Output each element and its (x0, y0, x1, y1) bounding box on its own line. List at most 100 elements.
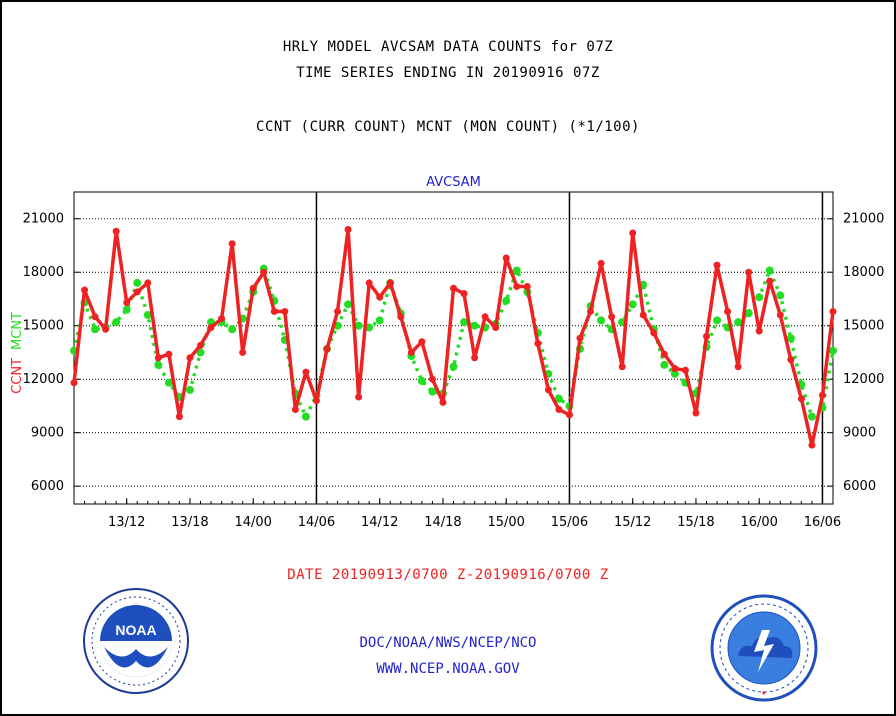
x-tick-label: 14/12 (361, 515, 398, 530)
series-line-ccnt (72, 227, 835, 447)
data-point-mcnt (776, 291, 785, 300)
data-point-ccnt (629, 229, 637, 237)
data-point-ccnt (692, 409, 700, 417)
data-point-ccnt (776, 311, 784, 319)
series-layer (70, 225, 837, 449)
data-point-mcnt (122, 305, 131, 314)
data-point-mcnt (660, 360, 669, 369)
data-point-mcnt (786, 334, 795, 343)
data-point-mcnt (554, 394, 563, 403)
data-point-mcnt (196, 348, 205, 357)
data-point-mcnt (91, 325, 100, 334)
data-point-ccnt (91, 313, 99, 321)
y-tick-label-right: 12000 (843, 372, 884, 387)
y-axis-label-mcnt: MCNT (10, 312, 25, 350)
data-point-ccnt (460, 290, 468, 298)
chart-title-line2: TIME SERIES ENDING IN 20190916 07Z (296, 65, 600, 81)
data-point-mcnt (164, 378, 173, 387)
data-point-ccnt (102, 325, 110, 333)
data-point-ccnt (386, 279, 394, 287)
data-point-ccnt (481, 313, 489, 321)
grid-layer (74, 218, 833, 487)
data-point-ccnt (439, 398, 447, 406)
x-tick-label: 15/06 (551, 515, 588, 530)
x-tick-label: 15/00 (487, 515, 524, 530)
data-point-ccnt (312, 397, 320, 405)
y-tick-label-right: 9000 (843, 426, 876, 441)
data-point-ccnt (123, 299, 131, 307)
data-point-ccnt (502, 254, 510, 262)
plot-area (73, 191, 834, 505)
data-point-ccnt (471, 354, 479, 362)
data-point-ccnt (713, 261, 721, 269)
data-point-ccnt (291, 406, 299, 414)
data-point-mcnt (449, 362, 458, 371)
data-point-ccnt (144, 279, 152, 287)
noaa-logo-icon: NOAA (83, 588, 189, 694)
x-tick-label: 16/00 (740, 515, 777, 530)
y-tick-label-right: 18000 (843, 265, 884, 280)
data-point-mcnt (301, 412, 310, 421)
data-point-ccnt (175, 413, 183, 421)
data-point-ccnt (734, 363, 742, 371)
data-point-mcnt (744, 309, 753, 318)
data-point-ccnt (755, 327, 763, 335)
data-point-ccnt (724, 307, 732, 315)
data-point-ccnt (407, 348, 415, 356)
data-point-ccnt (660, 350, 668, 358)
data-point-mcnt (512, 266, 521, 275)
website-link[interactable]: WWW.NCEP.NOAA.GOV (376, 661, 520, 677)
data-point-ccnt (829, 307, 837, 315)
data-point-mcnt (460, 318, 469, 327)
data-point-mcnt (375, 316, 384, 325)
x-tick-label: 13/12 (108, 515, 145, 530)
data-point-mcnt (365, 323, 374, 332)
data-point-ccnt (565, 411, 573, 419)
data-point-ccnt (797, 395, 805, 403)
data-point-mcnt (755, 293, 764, 302)
data-point-mcnt (829, 346, 837, 355)
y-tick-label-left: 6000 (31, 479, 64, 494)
y-tick-label-left: 9000 (31, 426, 64, 441)
data-point-ccnt (270, 307, 278, 315)
data-point-mcnt (670, 369, 679, 378)
data-point-mcnt (185, 385, 194, 394)
data-point-ccnt (344, 225, 352, 233)
x-tick-label: 14/06 (298, 515, 335, 530)
data-point-ccnt (218, 315, 226, 323)
data-point-ccnt (428, 375, 436, 383)
data-point-ccnt (197, 341, 204, 349)
data-point-ccnt (608, 313, 616, 321)
data-point-mcnt (417, 376, 426, 385)
data-point-ccnt (766, 277, 774, 285)
nws-logo-icon: ★ (710, 594, 818, 702)
data-point-ccnt (281, 307, 289, 315)
org-label: DOC/NOAA/NWS/NCEP/NCO (359, 635, 537, 651)
data-point-ccnt (112, 227, 120, 235)
data-point-ccnt (376, 293, 384, 301)
svg-text:★: ★ (761, 688, 767, 698)
plot-title: AVCSAM (426, 175, 481, 190)
y-tick-label-left: 12000 (23, 372, 64, 387)
data-point-ccnt (186, 354, 194, 362)
data-point-ccnt (260, 268, 268, 276)
data-point-ccnt (671, 365, 679, 373)
data-point-ccnt (228, 240, 236, 248)
data-point-ccnt (70, 379, 78, 387)
y-axis-label-ccnt: CCNT (10, 358, 25, 394)
data-point-mcnt (428, 387, 437, 396)
data-point-ccnt (249, 284, 257, 292)
x-tick-label: 15/12 (614, 515, 651, 530)
data-point-ccnt (597, 259, 605, 267)
y-tick-label-right: 21000 (843, 212, 884, 227)
data-point-ccnt (492, 323, 500, 331)
data-point-ccnt (450, 284, 457, 292)
data-point-ccnt (808, 441, 816, 449)
day-separator-layer (315, 192, 824, 504)
data-point-mcnt (112, 318, 121, 327)
data-point-ccnt (355, 393, 363, 401)
x-tick-label: 16/06 (804, 515, 841, 530)
data-point-ccnt (81, 286, 89, 294)
y-tick-label-left: 15000 (23, 319, 64, 334)
data-point-mcnt (807, 412, 816, 421)
